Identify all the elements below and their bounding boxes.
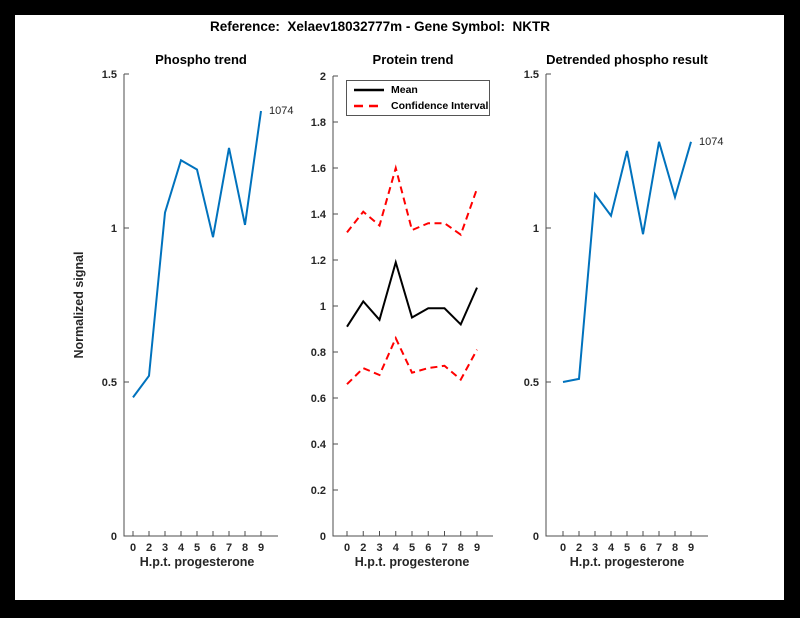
legend-box: Mean Confidence Interval [346,80,490,116]
x-tick-label: 2 [576,542,582,554]
legend-label-mean: Mean [391,84,418,97]
x-tick-label: 0 [344,542,350,554]
axis-spines [123,74,278,537]
x-axis-label-detrended: H.p.t. progesterone [569,555,685,569]
series-line-detrended-phospho-signal [562,141,692,383]
x-tick-label: 3 [592,542,598,554]
x-tick-label: 9 [258,542,264,554]
x-tick-label: 3 [376,542,382,554]
y-tick-label: 2 [320,71,326,83]
x-tick-label: 8 [458,542,464,554]
y-tick-label: 0 [111,531,117,543]
y-tick-label: 0.5 [102,377,117,389]
x-tick-label: 4 [608,542,615,554]
y-axis-label: Normalized signal [72,251,86,359]
x-tick-label: 2 [146,542,152,554]
legend-line-dashed-icon [354,104,384,108]
x-tick-label: 6 [425,542,431,554]
x-tick-label: 4 [178,542,185,554]
y-tick-label: 0.6 [311,393,326,405]
x-tick-label: 9 [688,542,694,554]
x-tick-label: 2 [360,542,366,554]
legend-line-solid-icon [354,88,384,92]
y-tick-label: 1.6 [311,163,326,175]
y-tick-label: 0 [320,531,326,543]
y-tick-label: 1 [320,301,326,313]
y-tick-label: 1.2 [311,255,326,267]
y-tick-label: 0.4 [311,439,327,451]
legend-entry-mean: Mean [347,83,489,98]
y-tick-label: 1 [533,223,539,235]
series-line-confidence-interval-lower [346,335,478,385]
legend-label-confidence-interval: Confidence Interval [391,99,489,112]
x-tick-label: 0 [560,542,566,554]
series-line-mean [346,258,478,328]
x-tick-label: 5 [194,542,200,554]
legend-entry-confidence-interval: Confidence Interval [347,98,489,113]
y-tick-label: 1.4 [311,209,327,221]
y-tick-label: 0.2 [311,485,326,497]
series-line-confidence-interval-upper [346,164,478,237]
y-tick-label: 1 [111,223,117,235]
x-axis-label-protein: H.p.t. progesterone [354,555,470,569]
series-end-label-detrended: 1074 [699,136,724,148]
x-tick-label: 9 [474,542,480,554]
x-tick-label: 8 [242,542,248,554]
x-tick-label: 0 [130,542,136,554]
x-tick-label: 8 [672,542,678,554]
y-tick-label: 0.5 [524,377,539,389]
x-tick-label: 5 [409,542,415,554]
y-tick-label: 0 [533,531,539,543]
x-tick-label: 7 [226,542,232,554]
y-tick-label: 1.5 [524,69,539,81]
x-tick-label: 4 [393,542,400,554]
figure-title: Reference: Xelaev18032777m - Gene Symbol… [210,19,550,34]
x-tick-label: 6 [640,542,646,554]
x-tick-label: 5 [624,542,630,554]
series-end-label-phospho: 1074 [269,105,294,117]
axis-spines [545,74,708,537]
x-tick-label: 7 [441,542,447,554]
y-tick-label: 0.8 [311,347,326,359]
y-tick-label: 1.5 [102,69,117,81]
subplot-title-detrended: Detrended phospho result [546,52,708,67]
x-tick-label: 3 [162,542,168,554]
x-tick-label: 6 [210,542,216,554]
x-axis-label-phospho: H.p.t. progesterone [139,555,255,569]
x-tick-label: 7 [656,542,662,554]
subplot-title-protein: Protein trend [372,52,454,67]
subplot-title-phospho: Phospho trend [155,52,247,67]
series-line-phospho-signal [132,110,262,398]
y-tick-label: 1.8 [311,117,326,129]
